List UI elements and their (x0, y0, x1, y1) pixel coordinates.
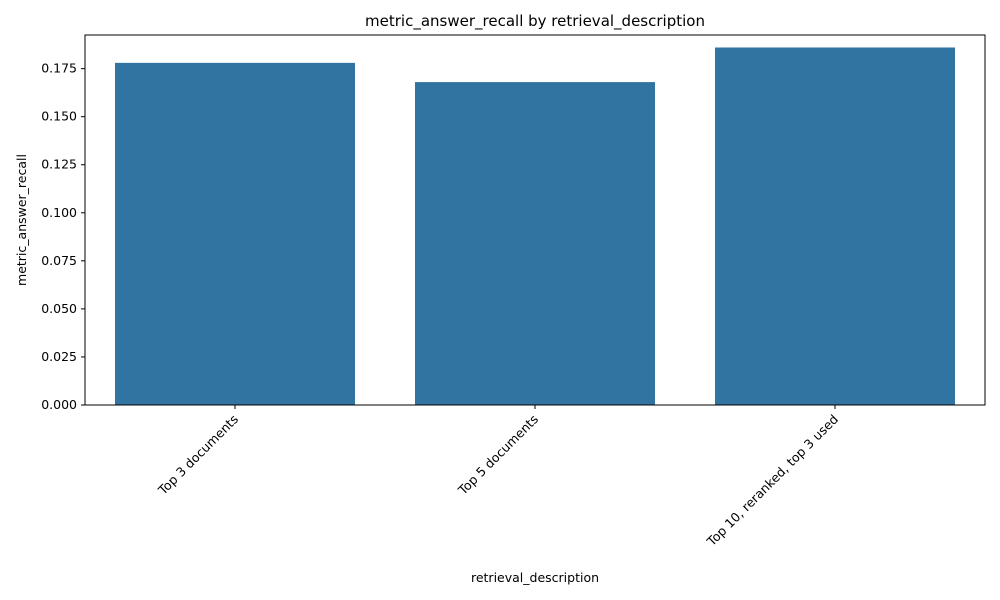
bar-3 (715, 47, 955, 406)
chart-title: metric_answer_recall by retrieval_descri… (365, 12, 705, 31)
x-axis-title: retrieval_description (471, 570, 599, 585)
bar-2 (415, 82, 655, 405)
x-tick-label: Top 5 documents (454, 412, 541, 499)
y-axis-title: metric_answer_recall (14, 154, 29, 286)
y-tick-label: 0.150 (41, 109, 77, 124)
x-axis: Top 3 documents Top 5 documents Top 10, re… (154, 405, 841, 549)
y-axis: 0.000 0.025 0.050 0.075 0.100 0.125 0.150 0.175 (41, 61, 85, 412)
y-tick-label: 0.125 (41, 157, 77, 172)
x-tick-label: Top 10, reranked, top 3 used (703, 412, 841, 550)
y-tick-label: 0.175 (41, 61, 77, 76)
y-tick-label: 0.000 (41, 397, 77, 412)
plot-frame (84, 34, 986, 406)
y-tick-label: 0.100 (41, 205, 77, 220)
bar-1 (115, 62, 355, 406)
y-tick-label: 0.050 (41, 301, 77, 316)
y-tick-label: 0.075 (41, 253, 77, 268)
y-tick-label: 0.025 (41, 349, 77, 364)
bars-group (115, 47, 955, 406)
x-tick-label: Top 3 documents (154, 412, 241, 499)
